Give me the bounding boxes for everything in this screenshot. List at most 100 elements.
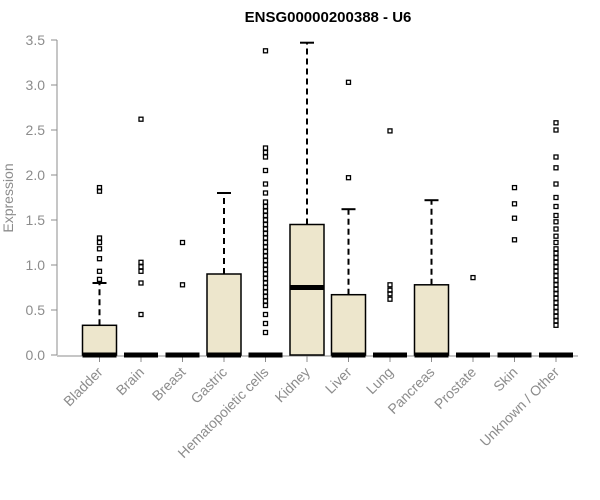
box-hematopoietic-cells (248, 48, 283, 358)
outlier-point (553, 273, 559, 279)
outlier-point (262, 275, 269, 282)
outlier-point (553, 264, 559, 270)
x-tick-label: Liver (322, 364, 355, 397)
outlier-point (262, 217, 269, 223)
outlier-point (345, 79, 352, 85)
outlier-point (553, 250, 559, 256)
y-tick-label: 1.0 (26, 257, 46, 273)
outlier-point (262, 266, 269, 273)
outlier-point (179, 282, 186, 288)
box-liver (330, 79, 367, 358)
outlier-point (345, 175, 352, 181)
outlier-point (262, 248, 269, 255)
outlier-point (262, 167, 269, 174)
y-axis-title: Expression (0, 163, 16, 232)
outlier-point (553, 259, 559, 265)
outlier-point (138, 116, 144, 122)
outlier-point (96, 256, 103, 262)
outlier-point (553, 313, 559, 319)
outlier-point (262, 239, 269, 246)
outlier-point (553, 318, 559, 324)
outlier-point (262, 230, 269, 237)
box-rect (413, 284, 450, 356)
outlier-point (553, 304, 559, 310)
outlier-point (138, 268, 144, 274)
y-tick-label: 3.0 (26, 77, 46, 93)
outlier-point (387, 128, 393, 134)
outlier-point (387, 282, 393, 288)
outlier-point (262, 203, 269, 210)
outlier-point (262, 289, 269, 295)
outlier-point (262, 181, 269, 187)
x-tick-label: Lung (363, 364, 396, 397)
outlier-point (262, 190, 269, 196)
outlier-point (262, 298, 269, 304)
outlier-point (262, 293, 269, 300)
outlier-point (262, 244, 269, 250)
outlier-point (553, 268, 559, 274)
outlier-point (553, 309, 559, 315)
outlier-point (511, 184, 518, 191)
outlier-point (262, 221, 269, 228)
outlier-point (553, 120, 559, 126)
outlier-point (138, 280, 144, 286)
outlier-point (553, 277, 559, 283)
outlier-point (387, 296, 393, 302)
outlier-point (553, 127, 559, 133)
y-tick-label: 0.5 (26, 302, 46, 318)
outlier-point (262, 48, 269, 54)
outlier-point (553, 226, 559, 232)
outlier-point (138, 264, 144, 270)
outlier-point (262, 253, 269, 259)
outlier-point (262, 149, 269, 156)
outlier-point (262, 208, 269, 214)
x-tick-label: Bladder (60, 364, 106, 410)
box-lung (373, 128, 407, 358)
x-tick-label: Breast (149, 364, 189, 404)
box-bladder (81, 184, 118, 358)
y-tick-label: 0.0 (26, 347, 46, 363)
y-tick-label: 2.5 (26, 122, 46, 138)
outlier-point (262, 311, 269, 318)
outlier-point (553, 246, 559, 252)
outlier-point (262, 145, 269, 151)
box-rect (206, 273, 242, 356)
outlier-point (262, 284, 269, 291)
box-prostate (456, 274, 490, 358)
outlier-point (138, 311, 144, 318)
outlier-point (262, 235, 269, 241)
outlier-point (553, 322, 559, 328)
outlier-point (262, 302, 269, 309)
box-pancreas (413, 199, 450, 358)
outlier-point (262, 280, 269, 286)
outlier-point (553, 239, 559, 246)
box-rect (81, 324, 118, 356)
x-tick-label: Unknown / Other (477, 364, 563, 450)
outlier-point (553, 194, 559, 201)
outlier-point (262, 154, 269, 160)
outlier-point (262, 257, 269, 264)
outlier-point (262, 262, 269, 268)
y-tick-label: 3.5 (26, 32, 46, 48)
outlier-point (553, 165, 559, 171)
outlier-point (553, 300, 559, 306)
chart-title: ENSG00000200388 - U6 (245, 9, 412, 26)
x-tick-label: Kidney (272, 364, 314, 406)
box-kidney (289, 41, 325, 356)
outlier-point (553, 154, 559, 160)
outlier-point (511, 215, 518, 221)
outlier-point (553, 255, 559, 261)
x-tick-label: Skin (490, 364, 521, 395)
box-brain (124, 116, 158, 358)
outlier-point (96, 268, 103, 274)
outlier-point (262, 320, 269, 327)
outlier-point (262, 212, 269, 219)
box-gastric (206, 192, 242, 358)
outlier-point (262, 271, 269, 277)
outlier-point (179, 239, 186, 246)
box-rect (330, 293, 367, 356)
y-tick-label: 1.5 (26, 212, 46, 228)
outlier-point (553, 286, 559, 292)
